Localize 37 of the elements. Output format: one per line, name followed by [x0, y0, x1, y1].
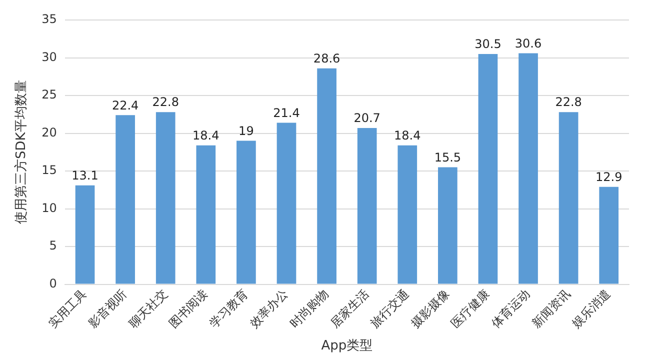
bar [357, 128, 377, 284]
data-label: 18.4 [192, 128, 220, 142]
bar [75, 185, 95, 284]
bar [398, 145, 418, 284]
data-label: 22.4 [112, 98, 139, 112]
y-tick-label: 15 [42, 163, 57, 178]
data-label: 12.9 [595, 170, 622, 184]
data-label: 13.1 [72, 168, 98, 182]
data-label: 30.5 [474, 37, 502, 52]
bar [478, 54, 498, 284]
data-label: 30.6 [514, 36, 542, 50]
bar [438, 167, 458, 284]
data-label: 22.8 [152, 95, 179, 110]
bar [599, 186, 619, 284]
bar [236, 140, 256, 284]
data-label: 22.8 [555, 95, 582, 110]
y-tick-label: 35 [42, 12, 57, 26]
bar [196, 145, 216, 284]
bar [116, 115, 135, 284]
data-label: 28.6 [313, 51, 340, 66]
data-label: 18.4 [394, 128, 421, 142]
y-tick-label: 10 [42, 200, 57, 215]
bar [558, 112, 578, 284]
y-tick-label: 20 [42, 125, 57, 140]
data-label: 20.7 [354, 111, 380, 126]
y-axis-title: 使用第三方SDK平均数量 [13, 80, 30, 224]
data-label: 21.4 [273, 106, 300, 120]
bar [518, 53, 538, 284]
y-tick-label: 30 [42, 50, 57, 64]
bar [156, 112, 176, 284]
x-axis-title: App类型 [321, 338, 373, 354]
data-label: 19 [238, 124, 254, 138]
bar [317, 68, 336, 284]
data-label: 15.5 [434, 150, 462, 164]
bar [276, 122, 296, 284]
y-tick-label: 25 [42, 88, 57, 102]
y-tick-label: 5 [49, 238, 57, 253]
